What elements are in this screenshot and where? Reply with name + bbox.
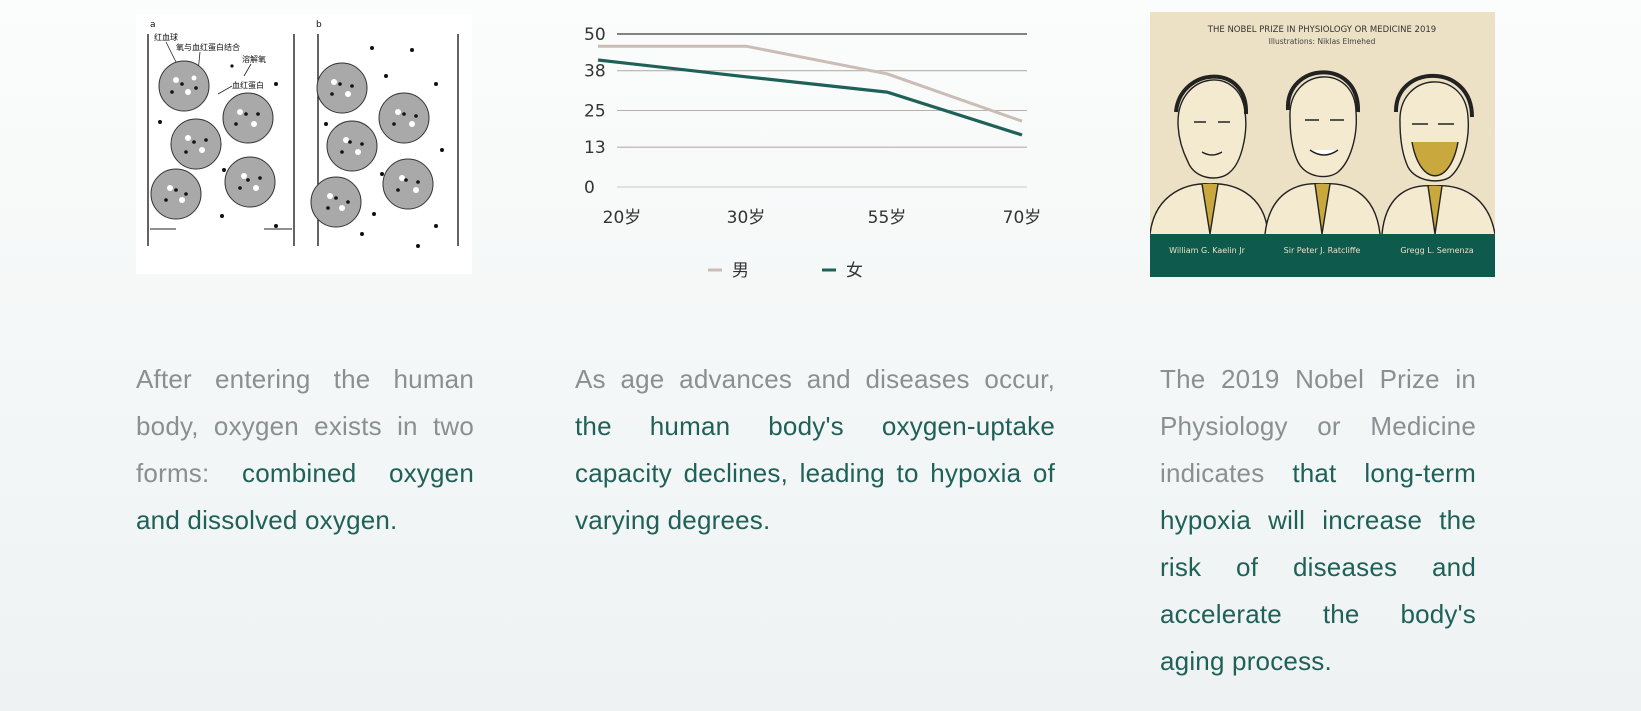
poster-name-band <box>1150 234 1495 277</box>
panel-b-letter: b <box>316 20 322 30</box>
caption-age-hypoxia-highlight: the human body's oxygen-uptake capacity … <box>575 411 1055 535</box>
oxygen-uptake-chart: 0 13 25 38 50 20岁 30岁 55岁 70岁 男女 <box>580 14 1060 284</box>
cells-panel-a <box>150 60 276 220</box>
dissolved-oxygen-dots <box>158 46 444 248</box>
laureate-name-3: Gregg L. Semenza <box>1400 246 1473 255</box>
chart-legend: 男女 <box>708 261 863 281</box>
poster-title: THE NOBEL PRIZE IN PHYSIOLOGY OR MEDICIN… <box>1207 25 1436 35</box>
label-bound-oxygen: 氧与血红蛋白结合 <box>176 42 240 52</box>
x-tick-labels: 20岁 30岁 55岁 70岁 <box>603 208 1042 228</box>
caption-nobel-prize: The 2019 Nobel Prize in Physiology or Me… <box>1160 356 1476 685</box>
caption-age-hypoxia: As age advances and diseases occur, the … <box>575 356 1055 544</box>
line-chart-svg: 013253850 20岁 30岁 55岁 70岁 男女 <box>584 25 1042 281</box>
hemoglobin-dots <box>164 75 420 211</box>
caption-oxygen-forms: After entering the human body, oxygen ex… <box>136 356 474 544</box>
poster-credit: Illustrations: Niklas Elmehed <box>1269 37 1376 46</box>
y-tick-label-1: 13 <box>584 138 606 158</box>
nobel-prize-poster: THE NOBEL PRIZE IN PHYSIOLOGY OR MEDICIN… <box>1149 12 1496 277</box>
laureate-portrait-3 <box>1381 73 1496 235</box>
legend-label-1: 女 <box>846 261 863 281</box>
caption-nobel-prize-plain: The 2019 Nobel Prize in Physiology or Me… <box>1160 364 1476 488</box>
label-red-blood-cell: 红血球 <box>154 32 178 42</box>
label-dissolved-oxygen: 溶解氧 <box>242 54 266 64</box>
caption-nobel-prize-highlight: that long-term hypoxia will increase the… <box>1160 458 1476 676</box>
oxygen-forms-diagram: a b 红血球 氧与血红蛋白结合 溶解氧 血红蛋白 <box>136 14 472 274</box>
legend-label-0: 男 <box>732 261 749 281</box>
y-tick-label-3: 38 <box>584 62 606 82</box>
y-tick-label-0: 0 <box>584 178 595 198</box>
panel-a-letter: a <box>150 20 156 30</box>
series-line-1 <box>597 58 1023 137</box>
leader-line-4 <box>217 85 233 95</box>
chart-series <box>597 44 1023 137</box>
y-tick-labels: 0 13 25 38 50 <box>584 25 606 198</box>
oxygen-forms-svg: a b 红血球 氧与血红蛋白结合 溶解氧 血红蛋白 <box>147 20 459 248</box>
caption-age-hypoxia-plain: As age advances and diseases occur, <box>575 364 1055 394</box>
x-tick-label-3: 70岁 <box>1003 208 1042 228</box>
y-tick-label-4: 50 <box>584 25 606 45</box>
series-line-0 <box>598 44 1023 123</box>
y-tick-label-2: 25 <box>584 102 606 122</box>
cells-panel-b <box>310 62 434 228</box>
chart-grid <box>617 33 1027 188</box>
caption-oxygen-forms-plain: After entering the human body, oxygen ex… <box>136 364 474 488</box>
x-tick-label-0: 20岁 <box>603 208 642 228</box>
nobel-poster-svg: THE NOBEL PRIZE IN PHYSIOLOGY OR MEDICIN… <box>1149 12 1496 277</box>
label-hemoglobin: 血红蛋白 <box>232 80 264 90</box>
laureate-portrait-2 <box>1264 70 1381 235</box>
leader-line-3 <box>243 63 252 77</box>
laureate-name-2: Sir Peter J. Ratcliffe <box>1284 246 1361 255</box>
laureate-portrait-1 <box>1149 74 1269 235</box>
caption-oxygen-forms-highlight: combined oxygen and dissolved oxygen. <box>136 458 474 535</box>
laureate-name-1: William G. Kaelin Jr <box>1169 246 1245 255</box>
x-tick-label-1: 30岁 <box>727 208 766 228</box>
x-tick-label-2: 55岁 <box>868 208 907 228</box>
